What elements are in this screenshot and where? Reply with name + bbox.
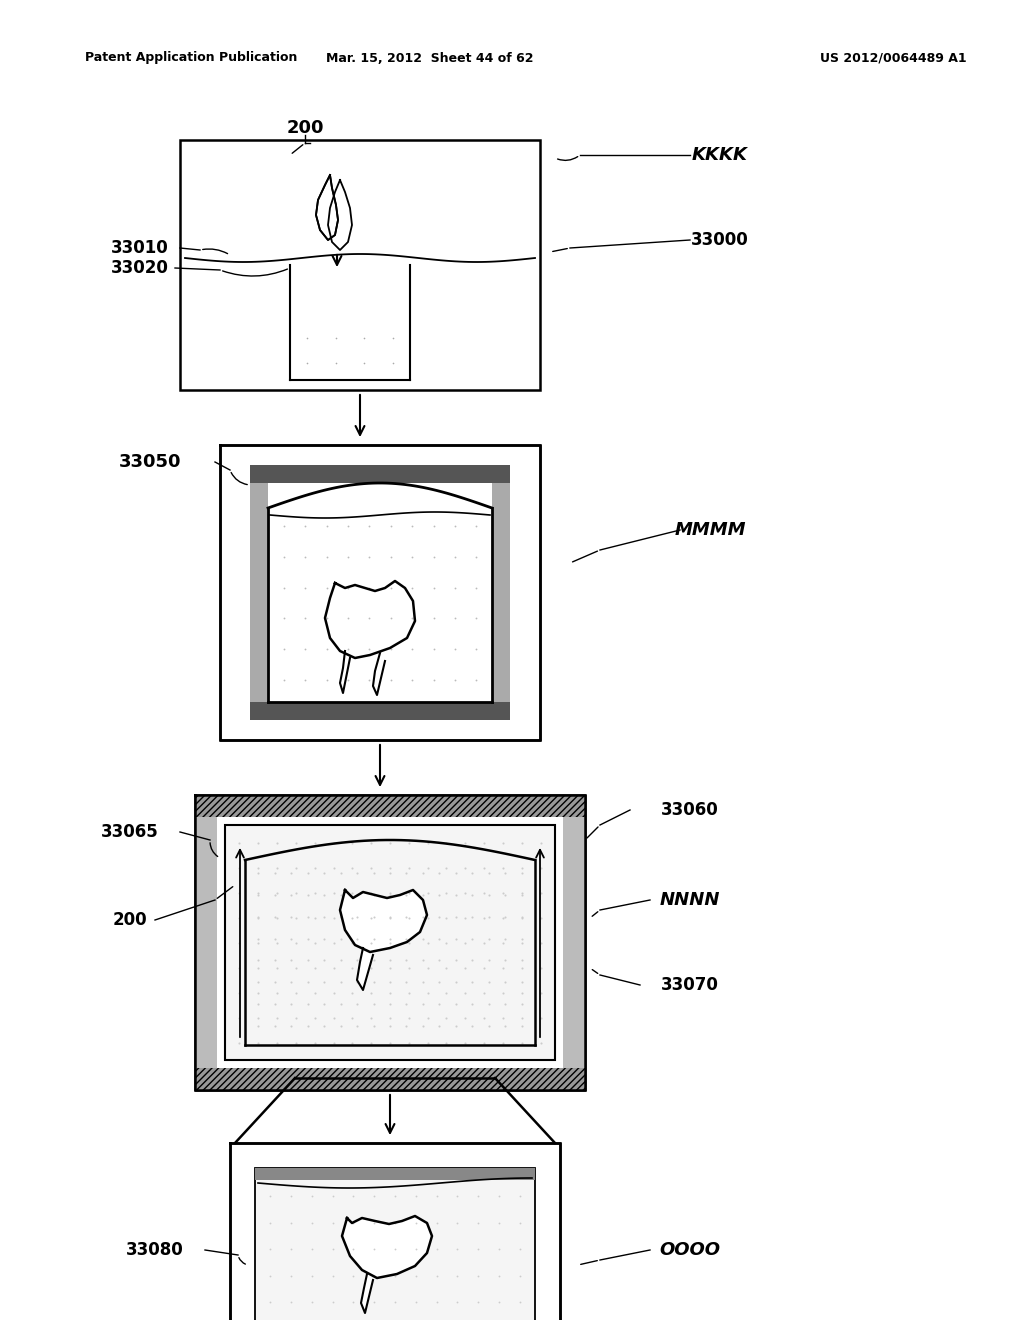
Bar — [195, 795, 585, 817]
Polygon shape — [340, 890, 427, 952]
Bar — [250, 483, 268, 702]
Text: 33070: 33070 — [662, 975, 719, 994]
Text: MMMM: MMMM — [674, 521, 745, 539]
Bar — [255, 1168, 535, 1320]
Polygon shape — [342, 1216, 432, 1278]
Polygon shape — [328, 180, 352, 249]
Bar — [225, 825, 555, 1060]
Polygon shape — [325, 581, 415, 657]
Text: OOOO: OOOO — [659, 1241, 721, 1259]
Bar — [180, 140, 540, 389]
Bar — [250, 702, 510, 719]
Bar — [195, 795, 585, 1090]
Text: 33010: 33010 — [112, 239, 169, 257]
Text: 33020: 33020 — [111, 259, 169, 277]
Text: US 2012/0064489 A1: US 2012/0064489 A1 — [820, 51, 967, 65]
Bar — [195, 1068, 585, 1090]
Text: 33080: 33080 — [126, 1241, 184, 1259]
Text: Patent Application Publication: Patent Application Publication — [85, 51, 297, 65]
Text: KKKK: KKKK — [692, 147, 748, 164]
Polygon shape — [340, 651, 350, 693]
Text: 33065: 33065 — [101, 822, 159, 841]
Text: 33060: 33060 — [662, 801, 719, 818]
Text: Mar. 15, 2012  Sheet 44 of 62: Mar. 15, 2012 Sheet 44 of 62 — [327, 51, 534, 65]
Bar — [255, 1168, 535, 1180]
Polygon shape — [357, 948, 373, 990]
Text: 200: 200 — [113, 911, 147, 929]
Text: 33000: 33000 — [691, 231, 749, 249]
Text: 33050: 33050 — [119, 453, 181, 471]
Polygon shape — [373, 653, 385, 696]
Bar — [563, 817, 585, 1068]
Polygon shape — [316, 176, 338, 240]
Bar — [250, 465, 510, 483]
Bar — [230, 1143, 560, 1320]
Text: 200: 200 — [287, 119, 324, 137]
Bar — [268, 483, 492, 702]
Text: NNNN: NNNN — [659, 891, 720, 909]
Polygon shape — [361, 1274, 373, 1313]
Bar — [195, 817, 217, 1068]
Bar — [220, 445, 540, 741]
Bar — [492, 483, 510, 702]
